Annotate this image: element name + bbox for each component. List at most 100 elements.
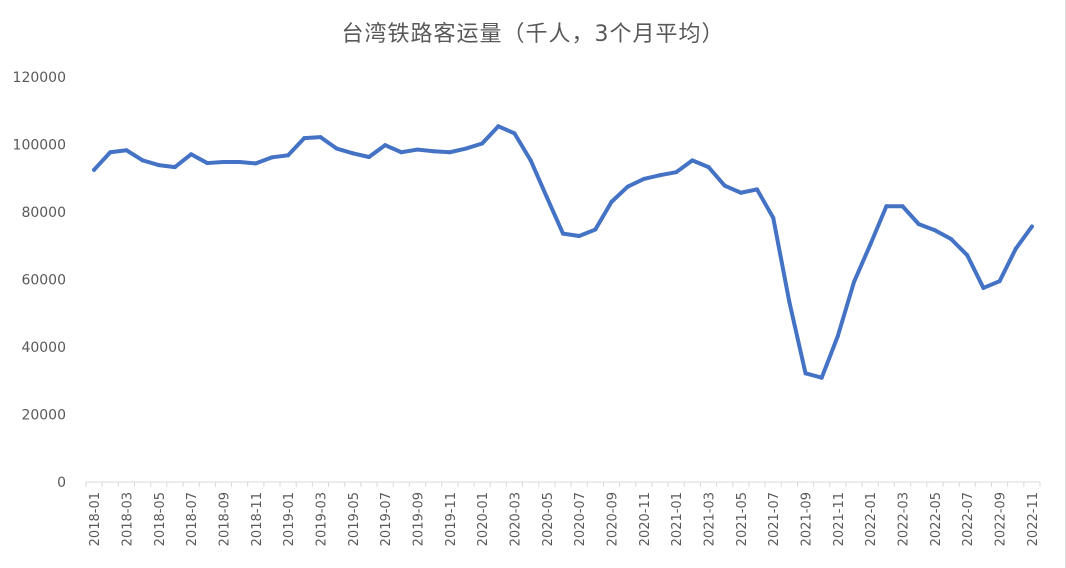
y-tick-label: 20000: [21, 408, 66, 424]
x-tick-label: 2021-09: [800, 492, 815, 546]
data-point: [172, 165, 177, 170]
chart-title: 台湾铁路客运量（千人，3个月平均）: [341, 22, 725, 47]
data-point: [593, 227, 598, 232]
x-tick-label: 2021-07: [767, 492, 782, 546]
data-point: [868, 242, 873, 247]
data-point: [237, 160, 242, 165]
data-point: [803, 371, 808, 376]
x-axis-ticks: [85, 482, 1041, 487]
data-point: [480, 141, 485, 146]
data-point: [124, 148, 129, 153]
data-point: [722, 183, 727, 188]
data-point: [916, 222, 921, 227]
data-point: [706, 165, 711, 170]
x-tick-label: 2022-09: [994, 492, 1009, 546]
x-tick-label: 2020-05: [541, 492, 556, 546]
y-tick-label: 100000: [13, 138, 66, 154]
x-tick-label: 2019-11: [444, 492, 459, 546]
data-point: [852, 279, 857, 284]
x-tick-label: 2021-01: [670, 492, 685, 546]
x-axis-labels: 2018-01 2018-03 2018-05 2018-07 2018-09 2018-…: [88, 492, 1041, 546]
x-tick-label: 2021-05: [735, 492, 750, 546]
data-point: [528, 158, 533, 163]
x-tick-label: 2018-09: [217, 492, 232, 546]
data-point: [286, 153, 291, 158]
x-tick-label: 2021-03: [703, 492, 718, 546]
data-point: [399, 150, 404, 155]
data-point: [561, 231, 565, 236]
data-point: [641, 176, 646, 181]
x-tick-label: 2019-09: [411, 492, 426, 546]
data-point: [140, 158, 145, 163]
data-point: [383, 143, 388, 148]
data-point: [884, 204, 889, 209]
data-point: [625, 184, 630, 189]
x-tick-label: 2019-07: [379, 492, 394, 546]
y-tick-label: 80000: [21, 205, 66, 221]
x-tick-label: 2020-09: [606, 492, 621, 546]
data-point: [900, 204, 905, 209]
data-point: [366, 154, 371, 159]
data-point: [156, 163, 161, 168]
data-point: [835, 333, 840, 338]
y-axis-labels: 0 20000 40000 60000 80000 100000 120000: [13, 70, 66, 491]
x-tick-label: 2019-05: [347, 492, 362, 546]
data-point: [221, 160, 226, 165]
x-tick-label: 2018-05: [153, 492, 168, 546]
x-tick-label: 2020-11: [638, 492, 653, 546]
data-point: [932, 228, 937, 233]
data-point: [658, 173, 663, 178]
data-point: [771, 215, 776, 220]
data-point: [674, 170, 679, 175]
x-tick-label: 2018-11: [250, 492, 265, 546]
x-tick-label: 2022-03: [897, 492, 912, 546]
data-point: [415, 147, 420, 152]
x-tick-label: 2021-11: [832, 492, 847, 546]
data-point: [609, 199, 614, 204]
data-point: [819, 375, 824, 380]
data-point: [512, 131, 517, 136]
data-point: [1029, 224, 1034, 229]
data-point: [253, 161, 258, 166]
x-tick-label: 2020-03: [508, 492, 523, 546]
data-point: [108, 150, 113, 155]
x-tick-label: 2022-07: [961, 492, 976, 546]
x-tick-label: 2020-07: [573, 492, 588, 546]
x-tick-label: 2019-03: [314, 492, 329, 546]
x-tick-label: 2020-01: [476, 492, 491, 546]
data-point: [496, 124, 501, 129]
data-point: [189, 152, 194, 157]
x-tick-label: 2019-01: [282, 492, 297, 546]
data-point: [205, 161, 210, 166]
data-point: [544, 195, 549, 200]
y-tick-label: 120000: [13, 70, 66, 86]
y-tick-label: 40000: [21, 340, 66, 356]
data-point: [269, 155, 274, 160]
x-tick-label: 2022-01: [864, 492, 879, 546]
x-tick-label: 2018-03: [120, 492, 135, 546]
data-point: [463, 146, 468, 151]
x-tick-label: 2022-11: [1026, 492, 1041, 546]
data-point: [738, 190, 743, 195]
data-point: [690, 158, 695, 163]
data-point: [949, 237, 954, 241]
data-point: [447, 150, 452, 155]
series-line: [92, 124, 1034, 380]
x-tick-label: 2018-01: [88, 492, 103, 546]
data-point: [318, 135, 323, 140]
x-tick-label: 2018-07: [185, 492, 200, 546]
data-point: [92, 167, 97, 172]
data-point: [334, 146, 339, 151]
data-point: [997, 279, 1002, 284]
data-point: [350, 151, 355, 156]
data-points: [92, 124, 1034, 380]
data-point: [965, 253, 970, 258]
x-tick-label: 2022-05: [929, 492, 944, 546]
data-point: [302, 136, 307, 141]
data-point: [577, 233, 582, 238]
y-tick-label: 0: [57, 475, 66, 491]
y-tick-label: 60000: [21, 273, 66, 289]
data-point: [1013, 246, 1018, 251]
